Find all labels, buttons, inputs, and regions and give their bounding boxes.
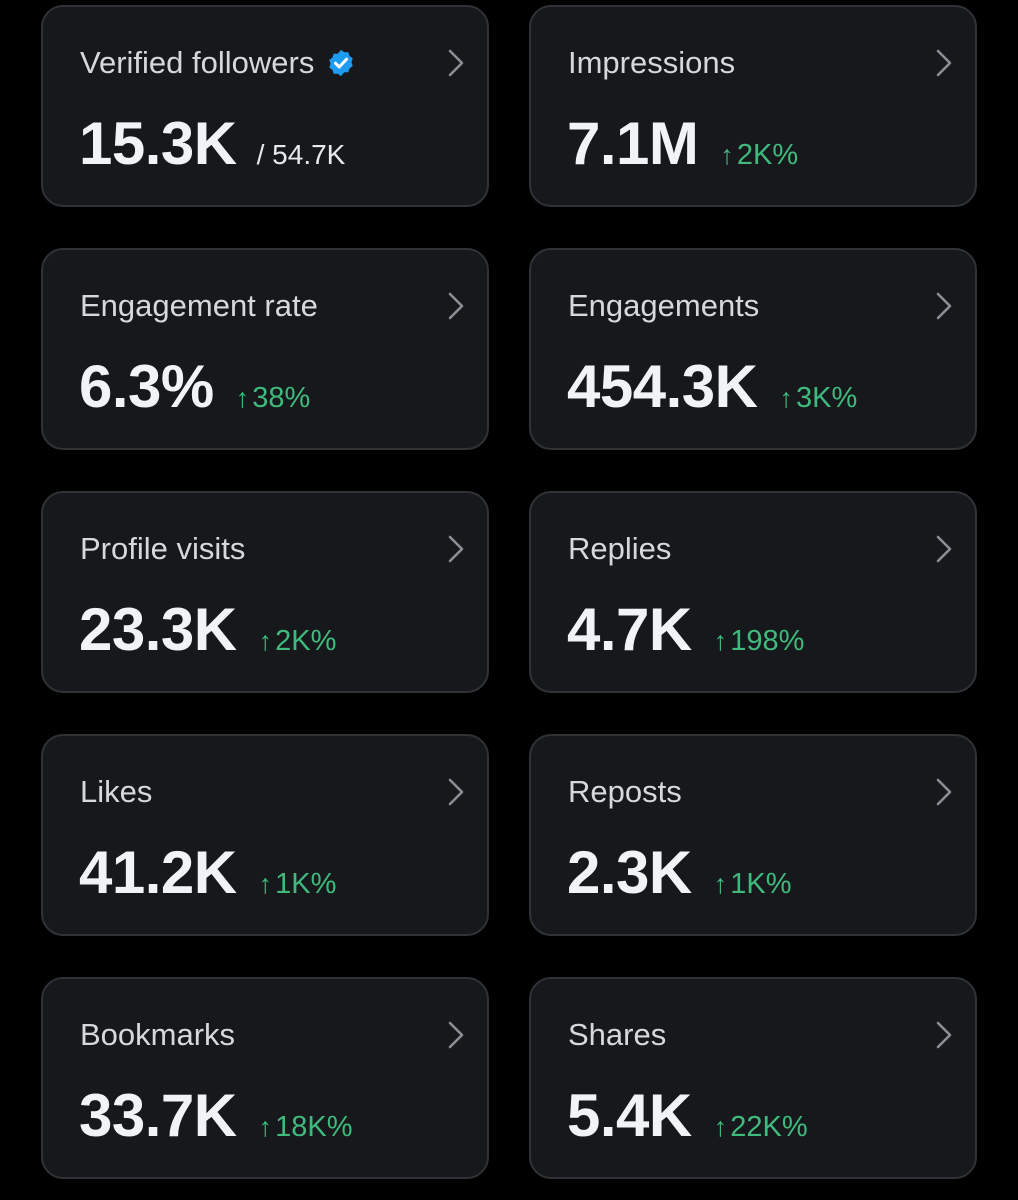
arrow-up-icon: ↑ <box>258 1112 273 1142</box>
metric-row: 4.7K ↑ 198% <box>567 595 804 665</box>
card-title: Replies <box>568 531 672 566</box>
metric-value: 2.3K <box>567 839 692 906</box>
metric-value: 5.4K <box>567 1082 692 1149</box>
metric-change-value: 1K% <box>730 868 792 900</box>
profile-visits-card[interactable]: Profile visits 23.3K ↑ 2K% <box>41 491 489 693</box>
metric-change-value: 198% <box>730 625 805 657</box>
chevron-right-icon <box>936 778 952 806</box>
metric-value: 33.7K <box>79 1082 237 1149</box>
chevron-right-icon <box>936 292 952 320</box>
arrow-up-icon: ↑ <box>779 383 793 413</box>
metric-change: ↑ 1K% <box>259 868 337 901</box>
card-title: Bookmarks <box>80 1017 236 1052</box>
metric-change-value: 38% <box>252 382 311 414</box>
metric-change-value: 1K% <box>275 868 337 900</box>
metric-change-value: 2K% <box>275 625 337 657</box>
chevron-right-icon <box>448 535 464 563</box>
card-title: Shares <box>568 1017 667 1052</box>
metric-total: / 54.7K <box>256 139 346 170</box>
chevron-right-icon <box>448 1021 464 1049</box>
metric-row: 7.1M ↑ 2K% <box>567 109 798 179</box>
metric-change-value: 22K% <box>730 1111 808 1143</box>
card-title: Engagement rate <box>80 288 318 323</box>
metric-change-value: 18K% <box>275 1111 353 1143</box>
metric-value: 6.3% <box>79 353 214 420</box>
metric-change: ↑ 198% <box>714 625 805 658</box>
chevron-right-icon <box>448 49 464 77</box>
replies-card[interactable]: Replies 4.7K ↑ 198% <box>529 491 977 693</box>
arrow-up-icon: ↑ <box>713 626 728 656</box>
metric-row: 33.7K ↑ 18K% <box>79 1081 353 1151</box>
impressions-card[interactable]: Impressions 7.1M ↑ 2K% <box>529 5 977 207</box>
arrow-up-icon: ↑ <box>713 869 728 899</box>
metric-change: ↑ 3K% <box>779 382 857 415</box>
shares-card[interactable]: Shares 5.4K ↑ 22K% <box>529 977 977 1179</box>
metric-row: 23.3K ↑ 2K% <box>79 595 336 665</box>
metric-change-value: 2K% <box>736 139 799 171</box>
metric-change: ↑ 2K% <box>259 625 337 658</box>
metric-value: 454.3K <box>567 353 758 420</box>
card-title: Profile visits <box>80 531 246 566</box>
bookmarks-card[interactable]: Bookmarks 33.7K ↑ 18K% <box>41 977 489 1179</box>
chevron-right-icon <box>448 292 464 320</box>
chevron-right-icon <box>936 1021 952 1049</box>
metric-value: 23.3K <box>79 596 237 663</box>
card-title: Engagements <box>568 288 760 323</box>
card-title: Likes <box>80 774 153 809</box>
metric-change-value: 3K% <box>795 382 858 414</box>
metric-value: 7.1M <box>567 110 699 177</box>
chevron-right-icon <box>936 535 952 563</box>
metric-value: 15.3K <box>79 110 237 177</box>
verified-followers-card[interactable]: Verified followers 15.3K / 54.7K <box>41 5 489 207</box>
arrow-up-icon: ↑ <box>235 383 250 413</box>
arrow-up-icon: ↑ <box>713 1112 728 1142</box>
metric-change: ↑ 22K% <box>714 1111 808 1144</box>
card-title: Impressions <box>568 45 736 80</box>
likes-card[interactable]: Likes 41.2K ↑ 1K% <box>41 734 489 936</box>
reposts-card[interactable]: Reposts 2.3K ↑ 1K% <box>529 734 977 936</box>
card-title: Reposts <box>568 774 682 809</box>
metric-row: 6.3% ↑ 38% <box>79 352 310 422</box>
metric-change: ↑ 2K% <box>720 139 798 172</box>
verified-badge-icon <box>329 49 354 77</box>
metric-change: ↑ 18K% <box>259 1111 353 1144</box>
arrow-up-icon: ↑ <box>258 869 273 899</box>
metric-row: 454.3K ↑ 3K% <box>567 352 857 422</box>
metric-change: ↑ 1K% <box>714 868 792 901</box>
metric-row: 5.4K ↑ 22K% <box>567 1081 808 1151</box>
chevron-right-icon <box>936 49 952 77</box>
metric-value: 4.7K <box>567 596 692 663</box>
arrow-up-icon: ↑ <box>720 140 734 170</box>
card-title: Verified followers <box>80 43 356 83</box>
metric-value: 41.2K <box>79 839 237 906</box>
engagement-rate-card[interactable]: Engagement rate 6.3% ↑ 38% <box>41 248 489 450</box>
card-title-text: Verified followers <box>80 45 315 80</box>
metric-row: 41.2K ↑ 1K% <box>79 838 336 908</box>
engagements-card[interactable]: Engagements 454.3K ↑ 3K% <box>529 248 977 450</box>
arrow-up-icon: ↑ <box>258 626 273 656</box>
metric-change: ↑ 38% <box>236 382 311 415</box>
chevron-right-icon <box>448 778 464 806</box>
metric-row: 2.3K ↑ 1K% <box>567 838 792 908</box>
metric-row: 15.3K / 54.7K <box>79 109 345 179</box>
